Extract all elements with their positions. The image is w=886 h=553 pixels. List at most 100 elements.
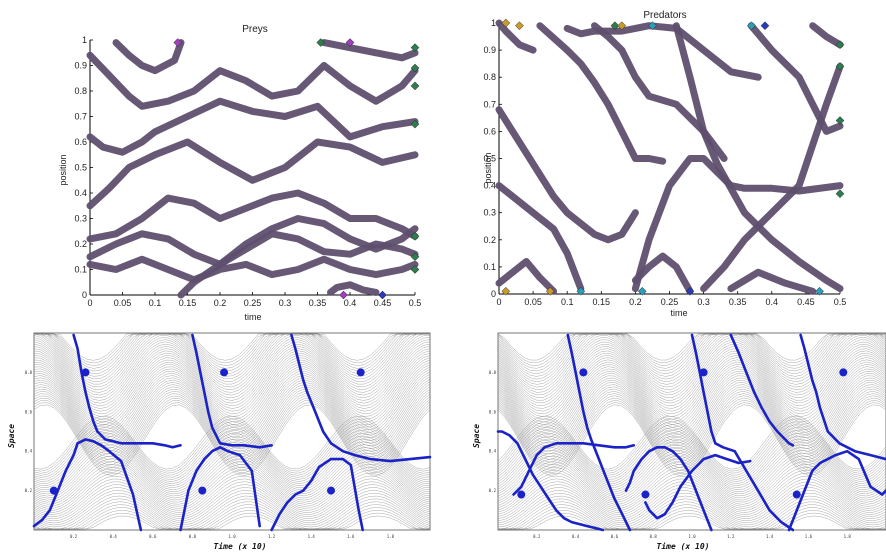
background-trajectories <box>33 333 431 530</box>
background-trajectory <box>497 402 886 474</box>
background-trajectory <box>33 373 431 439</box>
y-tick-label: 0.4 <box>25 449 33 454</box>
background-trajectory <box>33 357 431 420</box>
x-axis-label: time <box>670 308 687 318</box>
background-trajectory <box>33 350 431 412</box>
agent-point <box>839 368 848 377</box>
agent-point <box>641 490 650 499</box>
background-trajectory <box>498 510 886 530</box>
endpoint-marker <box>410 252 420 262</box>
trajectory-line <box>495 182 585 293</box>
endpoint-marker <box>410 63 420 73</box>
background-trajectory <box>33 481 431 517</box>
endpoint-marker <box>410 43 420 53</box>
agent-point <box>579 368 588 377</box>
background-trajectory <box>497 333 886 374</box>
background-trajectory <box>33 333 430 390</box>
background-trajectory <box>33 400 431 471</box>
background-trajectory <box>497 368 886 433</box>
predators-chart-svg: Predators time position 0 0.05 0.1 0.15 0.2 0… <box>483 10 847 318</box>
highlight-trajectory <box>179 446 261 532</box>
background-trajectory <box>34 333 430 361</box>
y-tick-label: 0.2 <box>25 488 33 493</box>
x-tick-label: 1.8 <box>844 534 852 539</box>
space-time-chart-right: Time (x 10) Space 0.2 0.4 0.6 0.8 1.0 1.2 1.4 1… <box>443 328 886 553</box>
y-tick-label: 1 <box>491 18 496 28</box>
y-tick-label: 0.4 <box>74 188 87 198</box>
y-tick-label: 0.6 <box>489 409 497 414</box>
endpoint-marker <box>685 286 695 296</box>
x-tick-label: 0.2 <box>629 297 642 307</box>
trajectory-line <box>86 189 419 243</box>
background-trajectory <box>34 515 430 530</box>
x-tick-label: 0.5 <box>409 298 422 308</box>
background-trajectory <box>33 507 430 530</box>
background-trajectory <box>497 461 886 503</box>
background-trajectory <box>33 366 431 430</box>
background-trajectory <box>33 501 431 530</box>
y-axis-label: position <box>483 152 493 183</box>
background-trajectory <box>497 333 886 385</box>
x-axis-label: Time (x 10) <box>214 541 267 551</box>
background-trajectory <box>497 333 886 388</box>
background-trajectory <box>33 498 431 530</box>
y-tick-label: 0.5 <box>74 163 87 173</box>
background-trajectory <box>33 435 431 484</box>
y-tick-label: 0.7 <box>483 99 496 109</box>
background-trajectory <box>33 438 431 486</box>
background-trajectory <box>497 444 886 491</box>
trajectory-line <box>495 258 558 295</box>
highlight-trajectory <box>690 333 795 532</box>
background-trajectory <box>33 352 431 415</box>
background-trajectory <box>497 341 886 401</box>
highlight-trajectory <box>290 333 432 463</box>
y-tick-label: 0.6 <box>25 409 33 414</box>
x-tick-label: 0.3 <box>697 297 710 307</box>
trajectory-line <box>177 215 419 299</box>
background-trajectory <box>34 512 430 530</box>
background-trajectory <box>497 346 886 406</box>
background-trajectory <box>497 388 886 457</box>
x-tick-label: 0.25 <box>244 298 262 308</box>
space-time-chart-right-svg: Time (x 10) Space 0.2 0.4 0.6 0.8 1.0 1.2 1.4 1… <box>472 332 886 551</box>
x-tick-label: 0.4 <box>110 534 118 539</box>
background-trajectory <box>34 333 430 366</box>
background-trajectory <box>497 333 886 372</box>
background-trajectory <box>33 341 431 401</box>
x-tick-label: 0.25 <box>661 297 679 307</box>
background-trajectory <box>33 362 431 425</box>
endpoint-marker <box>515 21 524 31</box>
background-trajectory <box>33 461 431 503</box>
background-trajectory <box>497 450 886 495</box>
background-trajectory <box>497 352 886 415</box>
background-trajectory <box>497 377 886 444</box>
x-tick-label: 1.4 <box>766 534 774 539</box>
background-trajectory <box>497 421 886 474</box>
y-tick-label: 0.4 <box>489 449 497 454</box>
background-trajectory <box>33 334 431 393</box>
endpoint-marker <box>501 286 511 296</box>
x-tick-label: 0.5 <box>834 297 847 307</box>
background-trajectory <box>33 478 431 515</box>
y-axis-label: position <box>58 154 68 185</box>
background-trajectory <box>497 472 886 511</box>
x-tick-label: 0.3 <box>279 298 292 308</box>
background-trajectory <box>497 334 886 393</box>
endpoint-marker <box>410 265 420 274</box>
endpoint-marker <box>835 40 845 50</box>
background-trajectory <box>33 430 431 480</box>
x-tick-label: 0.2 <box>214 298 227 308</box>
x-tick-label: 0.35 <box>309 298 327 308</box>
background-trajectory <box>33 375 431 441</box>
background-trajectory <box>33 364 431 428</box>
x-tick-label: 0.05 <box>524 297 542 307</box>
x-axis-label: time <box>244 312 261 322</box>
endpoint-marker <box>760 21 770 31</box>
background-trajectory <box>33 487 431 522</box>
background-trajectory <box>33 348 431 409</box>
background-trajectory <box>497 382 886 449</box>
agent-point <box>517 490 526 499</box>
background-trajectory <box>498 507 886 530</box>
highlight-trajectory <box>799 333 886 461</box>
background-trajectory <box>497 447 886 493</box>
